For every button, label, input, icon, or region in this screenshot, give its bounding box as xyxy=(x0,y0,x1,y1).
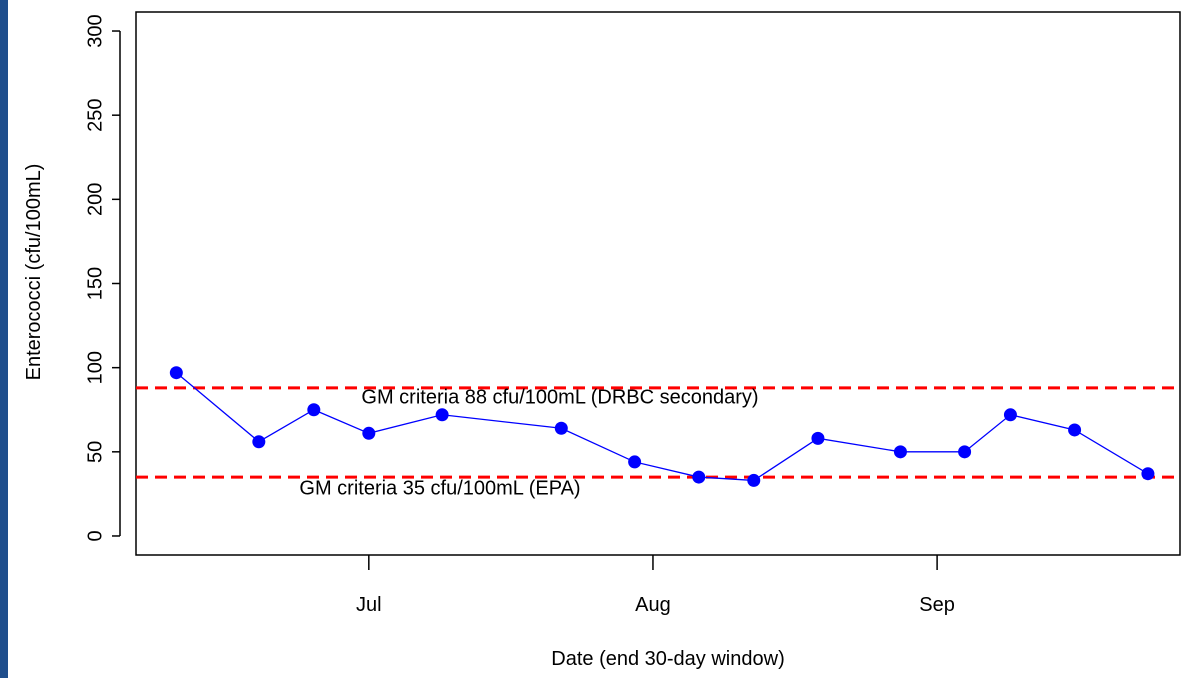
y-tick-label: 150 xyxy=(84,267,106,300)
left-border xyxy=(0,0,8,678)
y-tick-label: 50 xyxy=(84,441,106,463)
data-point xyxy=(435,408,449,422)
y-tick-label: 200 xyxy=(84,183,106,216)
data-point xyxy=(252,435,266,449)
x-tick-label: Sep xyxy=(919,594,955,616)
data-point xyxy=(958,445,972,459)
plot-frame xyxy=(135,11,1181,556)
x-axis-label: Date (end 30-day window) xyxy=(551,648,784,670)
data-point xyxy=(893,445,907,459)
data-point xyxy=(692,470,706,484)
y-tick-label: 300 xyxy=(84,14,106,47)
data-point xyxy=(628,455,642,469)
data-point xyxy=(362,426,376,440)
data-point xyxy=(1003,408,1017,422)
data-point xyxy=(747,473,761,487)
data-point xyxy=(811,431,825,445)
x-tick-label: Aug xyxy=(635,594,671,616)
y-tick-label: 100 xyxy=(84,351,106,384)
data-point xyxy=(169,366,183,380)
x-tick-label: Jul xyxy=(356,594,382,616)
data-point xyxy=(554,421,568,435)
y-tick-label: 250 xyxy=(84,98,106,131)
data-point xyxy=(1141,467,1155,481)
y-tick-label: 0 xyxy=(84,530,106,541)
data-point xyxy=(1068,423,1082,437)
reference-label: GM criteria 88 cfu/100mL (DRBC secondary… xyxy=(361,386,758,408)
reference-label: GM criteria 35 cfu/100mL (EPA) xyxy=(299,477,580,499)
y-axis-label: Enterococci (cfu/100mL) xyxy=(23,164,45,381)
data-point xyxy=(307,403,321,417)
